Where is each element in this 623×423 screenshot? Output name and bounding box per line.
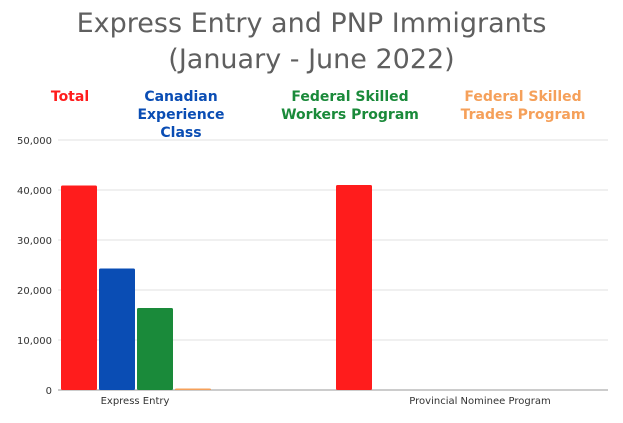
- x-tick-label: Provincial Nominee Program: [409, 396, 550, 407]
- chart-title-line: Express Entry and PNP Immigrants: [76, 8, 547, 39]
- y-tick-label: 0: [46, 386, 52, 397]
- x-tick-label: Express Entry: [101, 396, 170, 407]
- bar: [336, 185, 372, 390]
- legend-total: Total: [50, 89, 90, 105]
- bar: [137, 308, 173, 390]
- y-tick-label: 40,000: [17, 186, 52, 197]
- legend-federal-skilled-trades: Federal Skilled Trades Program: [460, 89, 586, 123]
- bar: [99, 268, 135, 390]
- legend-federal-skilled-workers: Federal Skilled Workers Program: [281, 89, 419, 123]
- legend-canadian-experience-class: Canadian Experience Class: [137, 89, 225, 141]
- chart-subtitle: (January - June 2022): [168, 44, 455, 75]
- chart-title: Express Entry and PNP Immigrants (Januar…: [0, 6, 623, 78]
- bar: [61, 185, 97, 390]
- bar: [175, 388, 211, 390]
- y-tick-label: 50,000: [17, 136, 52, 147]
- y-tick-label: 20,000: [17, 286, 52, 297]
- y-tick-label: 30,000: [17, 236, 52, 247]
- y-tick-label: 10,000: [17, 336, 52, 347]
